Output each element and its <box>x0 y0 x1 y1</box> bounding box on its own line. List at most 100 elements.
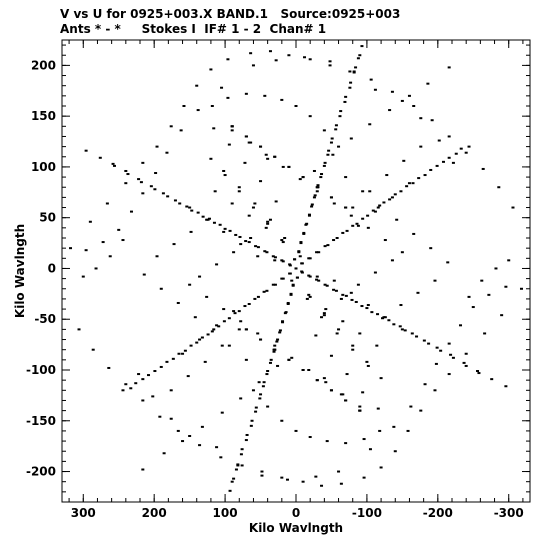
data-point <box>244 439 248 442</box>
data-point <box>335 237 339 239</box>
data-point <box>354 66 358 69</box>
data-point <box>302 231 306 234</box>
data-point <box>297 251 301 254</box>
data-point <box>249 424 253 427</box>
data-point <box>278 331 282 334</box>
data-point <box>137 373 141 376</box>
data-point <box>322 164 326 167</box>
data-point <box>161 192 165 195</box>
data-point <box>368 123 372 126</box>
data-point <box>412 232 416 235</box>
data-point <box>239 320 243 323</box>
data-point <box>483 332 487 335</box>
data-point <box>383 239 387 242</box>
data-point <box>158 415 162 418</box>
data-point <box>348 70 352 73</box>
data-point <box>286 301 290 304</box>
data-point <box>403 329 407 332</box>
data-point <box>480 279 484 282</box>
data-point <box>101 241 105 244</box>
data-point <box>256 246 260 249</box>
data-point <box>274 200 278 203</box>
data-point <box>381 317 385 320</box>
data-point <box>98 156 102 159</box>
data-point <box>332 239 336 242</box>
data-point <box>323 245 327 248</box>
data-point <box>459 147 463 150</box>
data-point <box>487 293 491 296</box>
data-point <box>379 377 383 380</box>
data-point <box>390 259 394 262</box>
data-point <box>259 338 263 341</box>
data-point <box>392 323 396 326</box>
data-point <box>362 476 366 479</box>
data-point <box>325 440 329 443</box>
y-tick-label: -50 <box>34 312 56 326</box>
data-point <box>162 452 166 455</box>
data-point <box>159 287 163 290</box>
data-point <box>375 344 379 347</box>
data-point <box>289 292 293 295</box>
data-point <box>212 221 216 224</box>
data-point <box>434 362 438 365</box>
plot-frame <box>61 39 531 503</box>
data-point <box>447 66 451 69</box>
data-point <box>433 279 437 282</box>
data-point <box>195 341 199 344</box>
data-point <box>297 250 301 253</box>
data-point <box>288 264 292 267</box>
data-point <box>151 395 155 398</box>
data-point <box>77 328 81 331</box>
data-point <box>329 196 333 199</box>
data-point <box>240 448 244 451</box>
data-point <box>112 164 116 167</box>
data-point <box>412 105 416 107</box>
data-point <box>203 360 207 363</box>
data-point <box>322 129 326 132</box>
data-point <box>302 232 306 235</box>
data-point <box>218 223 222 226</box>
data-point <box>322 377 326 380</box>
data-point <box>273 155 277 158</box>
y-tick-label: 0 <box>48 261 56 275</box>
data-point <box>236 464 240 467</box>
data-point <box>332 288 336 291</box>
data-point <box>266 405 270 408</box>
data-point <box>338 115 342 118</box>
data-point <box>273 348 277 351</box>
data-point <box>243 305 247 308</box>
data-point <box>350 298 354 301</box>
data-point <box>165 360 169 363</box>
data-point <box>190 209 194 212</box>
data-point <box>69 247 73 250</box>
data-point <box>283 237 287 239</box>
data-point <box>134 382 138 385</box>
data-point <box>315 379 319 382</box>
data-point <box>387 319 391 322</box>
data-point <box>169 125 173 128</box>
data-point <box>222 320 226 323</box>
data-point <box>121 389 125 392</box>
data-point <box>399 190 403 193</box>
data-point <box>226 58 230 61</box>
data-point <box>351 348 355 351</box>
data-point <box>406 429 410 432</box>
data-point <box>281 260 285 263</box>
data-point <box>477 372 481 375</box>
data-point <box>400 99 404 102</box>
data-point <box>141 378 145 381</box>
data-point <box>471 306 475 309</box>
data-point <box>334 124 338 127</box>
data-point <box>308 115 312 118</box>
data-point <box>366 364 370 367</box>
data-point <box>356 283 360 286</box>
data-point <box>176 301 180 304</box>
data-point <box>261 385 265 388</box>
y-tick-label: 200 <box>31 58 56 72</box>
data-point <box>398 325 402 328</box>
data-point <box>271 255 275 258</box>
data-point <box>326 244 330 247</box>
data-point <box>188 283 192 286</box>
data-point <box>507 259 511 262</box>
